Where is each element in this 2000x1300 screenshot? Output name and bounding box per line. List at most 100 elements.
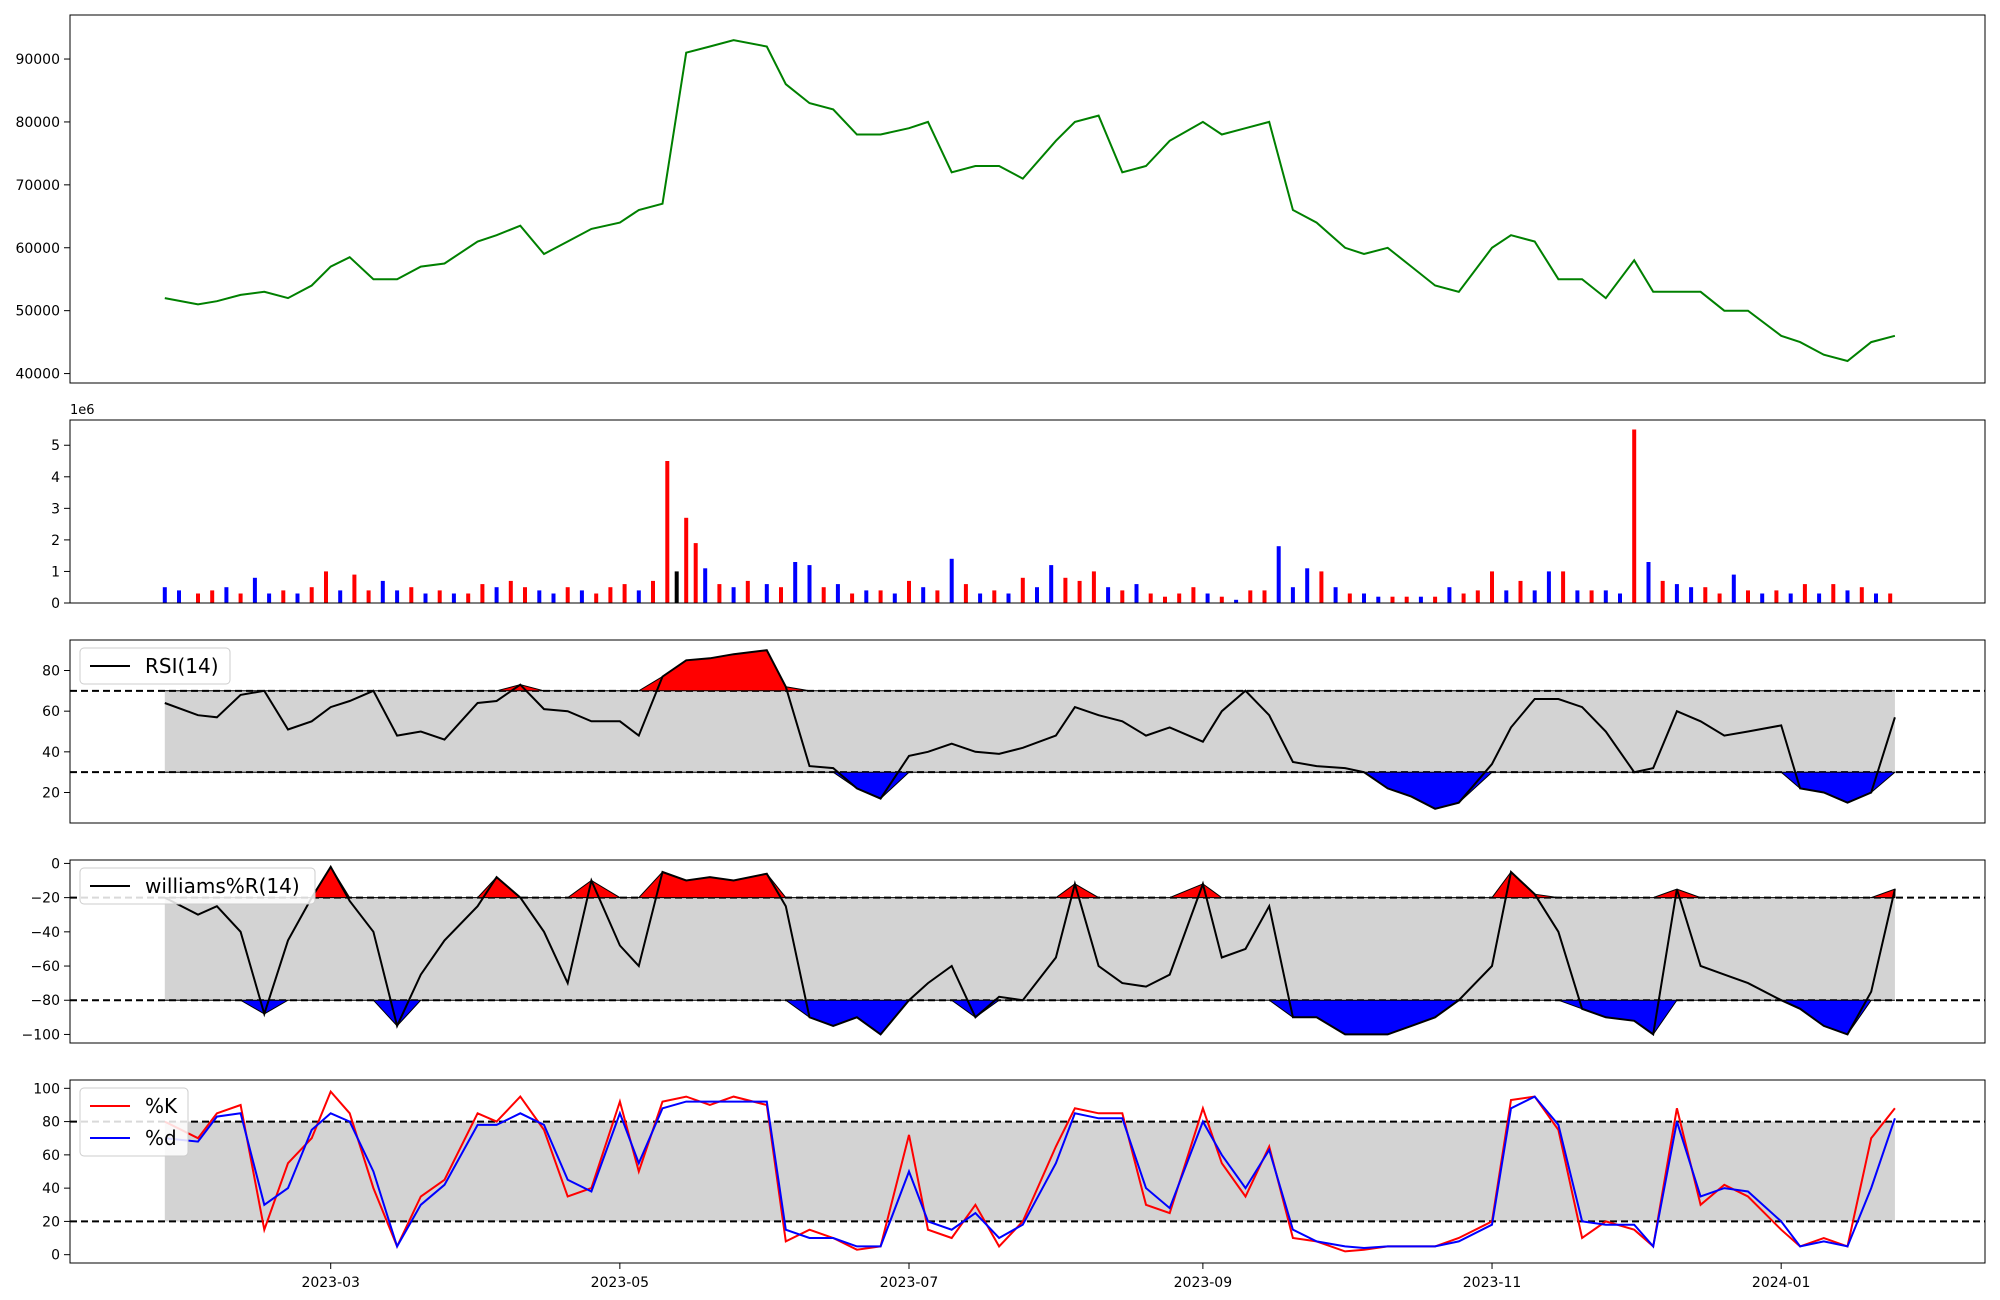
volume-bar [594,593,599,603]
volume-bar [850,593,855,603]
stochastic-panel: 0 20 40 60 80 100 %K %d [33,1079,1986,1264]
volume-bar [1859,587,1864,603]
volume-bar [651,580,655,603]
volume-bar [210,590,215,603]
d-legend-label: %d [145,1126,177,1150]
volume-bar [1504,590,1509,603]
volume-bar [1248,590,1253,603]
volume-bar [1347,593,1352,603]
volume-bar [1077,580,1082,603]
volume-bar [1305,568,1310,603]
price-line [164,39,1896,363]
volume-bar [196,593,200,603]
williams-neutral-band [164,897,1895,1001]
volume-bar [622,584,627,603]
volume-bar [745,580,750,603]
volume-bar [423,593,428,603]
k-legend-label: %K [145,1094,178,1118]
volume-bar [1874,593,1878,603]
stochastic-ytick-label: 80 [42,1115,60,1131]
volume-panel: 0 1 2 3 4 5 1e6 [51,403,1986,612]
volume-bar [949,558,954,603]
volume-bar [1689,587,1694,603]
williams-overbought-area [164,865,1896,899]
volume-bar [835,584,840,603]
volume-ytick-label: 2 [51,533,60,549]
volume-bar [1490,571,1494,603]
price-y-axis: 40000 50000 60000 70000 80000 90000 [15,52,70,383]
rsi-ytick-label: 40 [42,745,60,761]
rsi-y-axis: 20 40 60 80 [42,664,70,802]
volume-bar [1632,429,1637,603]
volume-bar [1120,590,1125,603]
williams-y-axis: −100 −80 −60 −40 −20 0 [22,856,70,1043]
x-axis: 2023-03 2023-05 2023-07 2023-09 2023-11 2024-… [301,1263,1810,1291]
williams-ytick-label: 0 [51,856,60,872]
volume-bar [466,593,471,603]
williams-panel: −100 −80 −60 −40 −20 0 williams%R(14) [22,856,1986,1044]
rsi-legend-box [79,647,231,685]
volume-bar [1035,587,1039,603]
volume-bar [494,587,499,603]
volume-bar [1845,590,1850,603]
volume-bar [1262,590,1267,603]
volume-bar [1603,590,1608,603]
volume-bar [1561,571,1566,603]
volume-ytick-label: 0 [51,596,60,612]
volume-multiplier-label: 1e6 [70,403,95,418]
volume-bar [693,543,698,603]
williams-ytick-label: −20 [30,891,60,907]
stochastic-ytick-label: 40 [42,1181,60,1197]
volume-ytick-label: 5 [51,438,60,454]
volume-bar [1106,587,1111,603]
volume-bar [338,590,343,603]
volume-bar [1461,593,1466,603]
volume-bar [1049,565,1054,603]
williams-legend-box [79,867,316,905]
volume-bar [717,584,722,603]
volume-bar [267,593,272,603]
volume-bar [238,593,243,603]
williams-ytick-label: −80 [30,993,60,1009]
price-ytick-label: 60000 [15,241,60,257]
price-ytick-label: 50000 [15,304,60,320]
volume-bar [1589,590,1594,603]
volume-bar [1091,571,1096,603]
volume-bar [1234,599,1239,603]
price-ytick-label: 90000 [15,52,60,68]
volume-bar [1319,571,1324,603]
price-ytick-label: 70000 [15,178,60,194]
volume-bar [1475,590,1480,603]
volume-bar [177,590,181,603]
volume-bar [1433,596,1438,603]
volume-bar [892,593,897,603]
x-tick-label: 2023-07 [880,1275,939,1291]
rsi-panel: 20 40 60 80 RSI(14) [42,639,1986,824]
volume-bar [1333,587,1338,603]
volume-bar [1219,596,1224,603]
volume-bar [1020,577,1025,603]
volume-bar [978,593,983,603]
volume-bar [731,587,736,603]
rsi-line [164,649,1896,810]
volume-bar [1618,593,1622,603]
volume-bar [1362,593,1366,603]
volume-bar [480,584,485,603]
volume-bar [295,593,300,603]
x-tick-label: 2023-09 [1174,1275,1233,1291]
volume-bar [963,584,968,603]
volume-bar [1888,593,1893,603]
volume-bar [1774,590,1779,603]
volume-bar [674,571,679,603]
volume-y-axis: 0 1 2 3 4 5 [51,438,70,612]
volume-bar [1646,562,1651,603]
volume-bar [1163,596,1167,603]
volume-bar [309,587,314,603]
volume-bar [793,562,798,603]
volume-ytick-label: 1 [51,564,60,580]
volume-bar [537,590,542,603]
volume-bar [1447,587,1452,603]
volume-bar [508,580,513,603]
volume-bar [1418,596,1423,603]
